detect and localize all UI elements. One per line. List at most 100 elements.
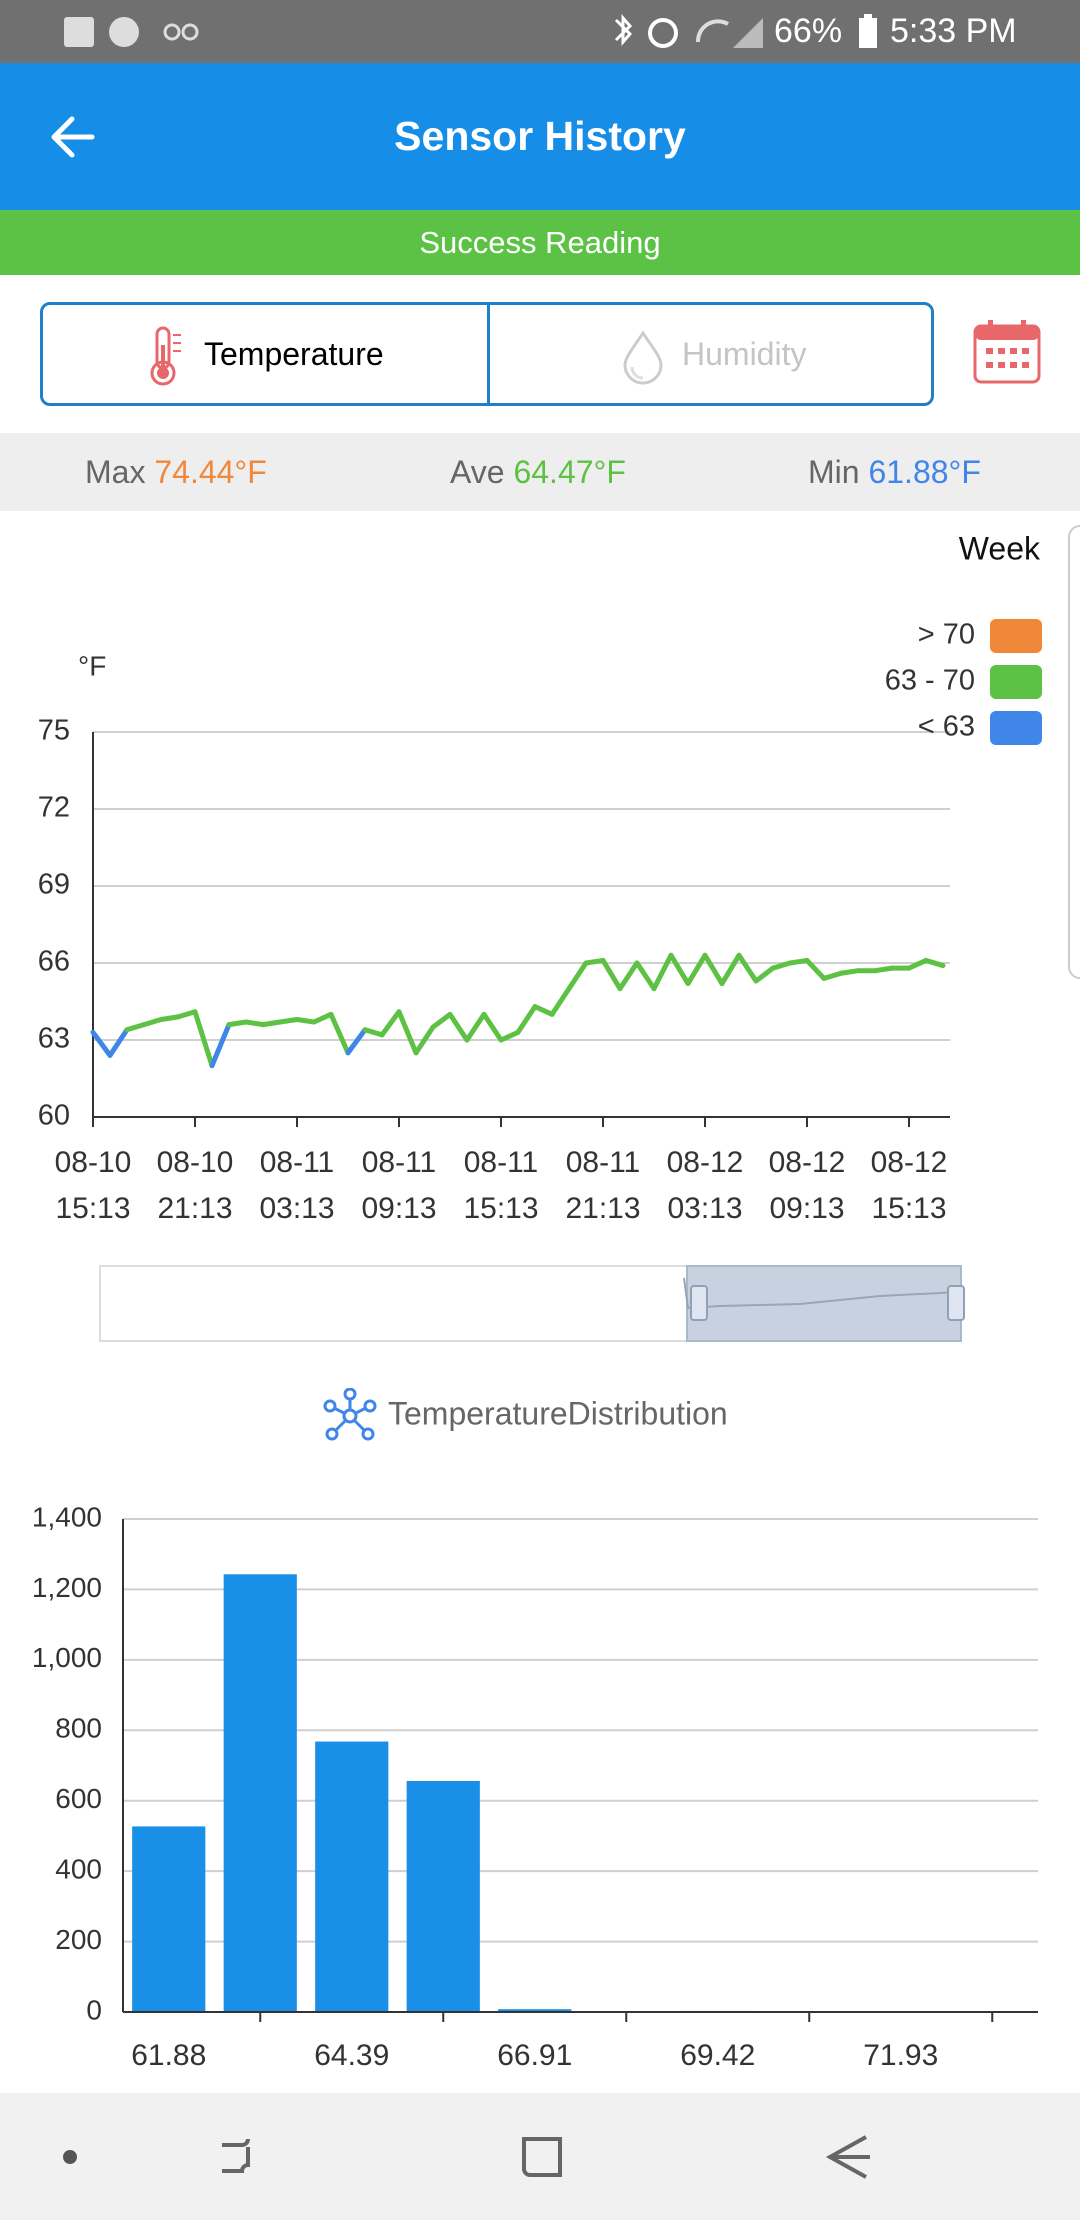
bar	[406, 1780, 480, 2012]
y-tick-label: 66	[38, 946, 70, 978]
line-segment	[311, 1011, 334, 1025]
line-segment	[549, 986, 572, 1017]
status-icons	[64, 17, 199, 47]
zoom-preview	[683, 1277, 965, 1321]
stat: Min 61.88°F	[808, 433, 981, 511]
line-segment	[906, 957, 929, 971]
y-tick-label: 600	[55, 1783, 102, 1814]
drop-icon	[623, 330, 663, 385]
line-segment	[498, 1029, 521, 1043]
line-segment	[515, 1004, 538, 1035]
x-tick-label: 61.88	[131, 2039, 206, 2072]
x-tick-label: 08-10 21:13	[156, 1146, 234, 1225]
back-button[interactable]	[48, 115, 98, 159]
line-segment	[617, 960, 640, 992]
line-segment	[90, 1029, 113, 1058]
line-segment	[804, 957, 827, 981]
line-segment	[430, 1011, 453, 1030]
x-tick-label: 08-11 15:13	[463, 1146, 539, 1225]
line-segment	[124, 1022, 147, 1033]
line-segment	[872, 965, 895, 974]
stat-value: 61.88°F	[868, 454, 981, 490]
x-tick-label: 69.42	[680, 2039, 755, 2072]
x-tick-label: 08-11 09:13	[361, 1146, 437, 1225]
nav-icons	[63, 2135, 870, 2179]
battery-text: 66%	[774, 12, 843, 50]
legend-swatch	[990, 665, 1042, 699]
x-tick-label: 08-11 21:13	[565, 1146, 641, 1225]
line-segment	[362, 1027, 385, 1038]
legend-swatch	[990, 711, 1042, 745]
y-tick-label: 1,400	[32, 1501, 102, 1532]
x-tick-label: 64.39	[314, 2039, 389, 2072]
line-segment	[158, 1014, 181, 1022]
x-tick-label: 66.91	[497, 2039, 572, 2072]
charts: TemperatureDistribution Week °F 60 63 66 69…	[32, 530, 1042, 2072]
line-segment	[345, 1027, 368, 1056]
tab[interactable]: Humidity	[490, 305, 934, 403]
line-segment	[600, 957, 623, 992]
line-segment	[243, 1019, 266, 1028]
stat: Max 74.44°F	[85, 433, 267, 511]
y-axis-label: °F	[78, 650, 106, 681]
y-tick-label: 800	[55, 1713, 102, 1744]
line-segment	[141, 1016, 164, 1028]
period-label[interactable]: Week	[959, 530, 1041, 566]
line-segment	[719, 952, 742, 987]
bar	[223, 1574, 297, 2012]
y-tick-label: 75	[38, 715, 70, 747]
stat-value: 64.47°F	[513, 454, 626, 490]
app-bar: Sensor History	[0, 63, 1080, 210]
line-segment	[464, 1011, 487, 1043]
bar	[315, 1741, 389, 2012]
status-bar: 66% 5:33 PM	[0, 0, 1080, 63]
y-tick-label: 1,200	[32, 1572, 102, 1603]
x-tick-label: 08-12 09:13	[768, 1146, 846, 1225]
line-segment	[328, 1011, 351, 1056]
line-segment	[634, 960, 657, 992]
y-tick-label: 60	[38, 1100, 70, 1132]
line-segment	[175, 1009, 198, 1020]
clock: 5:33 PM	[890, 12, 1017, 50]
line-segment	[532, 1004, 555, 1017]
y-tick-label: 69	[38, 869, 70, 901]
line-segment	[838, 968, 861, 976]
line-segment	[396, 1009, 419, 1056]
stat-value: 74.44°F	[154, 454, 267, 490]
page-title: Sensor History	[394, 113, 686, 159]
line-segment	[260, 1019, 283, 1028]
stat: Ave 64.47°F	[450, 433, 626, 511]
tab[interactable]: Temperature	[43, 305, 487, 403]
x-tick-label: 71.93	[863, 2039, 938, 2072]
distribution-icon	[323, 1388, 377, 1441]
battery-icon	[859, 14, 877, 48]
stats-row: Max 74.44°F Ave 64.47°F Min 61.88°F	[0, 433, 1080, 511]
stat-label: Max	[85, 454, 146, 490]
line-segment	[787, 957, 810, 966]
calendar-button[interactable]	[972, 318, 1042, 386]
nav-bar	[0, 2093, 1080, 2220]
x-tick-label: 08-12 03:13	[666, 1146, 744, 1225]
stat-label: Ave	[450, 454, 505, 490]
zoom-window[interactable]	[686, 1265, 962, 1342]
line-segment	[481, 1011, 504, 1043]
line-segment	[209, 1022, 232, 1069]
status-icons-right	[614, 14, 763, 48]
y-tick-label: 200	[55, 1924, 102, 1955]
line-segment	[821, 970, 844, 981]
line-segment	[294, 1016, 317, 1025]
line-segment	[226, 1019, 249, 1028]
line-segment	[736, 952, 759, 984]
line-segment	[413, 1024, 436, 1056]
line-segment	[685, 952, 708, 987]
thermometer-icon	[150, 326, 181, 386]
x-tick-label: 08-10 15:13	[54, 1146, 132, 1225]
x-tick-label: 08-11 03:13	[259, 1146, 335, 1225]
tab-label: Humidity	[682, 336, 807, 372]
line-segment	[566, 960, 589, 992]
y-tick-label: 1,000	[32, 1642, 102, 1673]
line-segment	[770, 960, 793, 971]
stat-label: Min	[808, 454, 860, 490]
legend-label: > 70	[918, 619, 975, 651]
